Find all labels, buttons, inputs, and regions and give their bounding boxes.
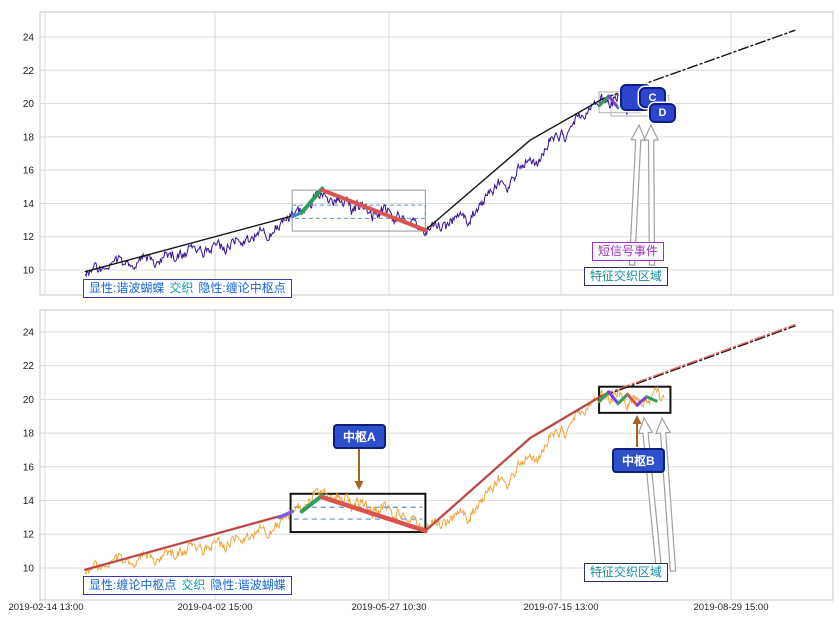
svg-text:22: 22 <box>23 66 35 77</box>
svg-text:18: 18 <box>23 132 35 143</box>
legend-interweave-label: 交织 <box>181 578 206 592</box>
bottom-panel-legend: 显性:缠论中枢点 交织 隐性:谐波蝴蝶 <box>83 576 292 595</box>
svg-text:10: 10 <box>23 266 35 277</box>
x-axis-tick-label: 2019-04-02 15:00 <box>177 602 253 613</box>
svg-text:20: 20 <box>23 395 35 406</box>
signal-button-d[interactable]: D <box>649 103 676 123</box>
pivot-b-button[interactable]: 中枢B <box>612 448 665 473</box>
short-signal-event-label: 短信号事件 <box>592 242 665 261</box>
svg-text:16: 16 <box>23 166 35 177</box>
top-panel-legend: 显性:谐波蝴蝶 交织 隐性:缠论中枢点 <box>83 279 292 298</box>
svg-text:12: 12 <box>23 530 35 541</box>
svg-text:18: 18 <box>23 429 35 440</box>
legend-implicit-label: 隐性:缠论中枢点 <box>198 281 286 295</box>
svg-text:14: 14 <box>23 496 35 507</box>
svg-text:16: 16 <box>23 462 35 473</box>
svg-text:10: 10 <box>23 563 35 574</box>
x-axis-tick-label: 2019-08-29 15:00 <box>693 602 769 613</box>
legend-implicit-label: 隐性:谐波蝴蝶 <box>210 578 286 592</box>
feature-zone-label-bottom: 特征交织区域 <box>584 563 669 582</box>
svg-text:22: 22 <box>23 361 35 372</box>
svg-text:12: 12 <box>23 232 35 243</box>
legend-explicit-label: 显性:谐波蝴蝶 <box>89 281 165 295</box>
legend-explicit-label: 显性:缠论中枢点 <box>89 578 177 592</box>
x-axis-tick-label: 2019-05-27 10:30 <box>351 602 427 613</box>
x-axis-tick-label: 2019-02-14 13:00 <box>8 602 84 613</box>
svg-text:24: 24 <box>23 327 35 338</box>
feature-zone-label-top: 特征交织区域 <box>584 267 669 286</box>
legend-interweave-label: 交织 <box>169 281 194 295</box>
svg-text:14: 14 <box>23 199 35 210</box>
svg-text:20: 20 <box>23 99 35 110</box>
pivot-a-button[interactable]: 中枢A <box>333 424 386 449</box>
svg-text:24: 24 <box>23 32 35 43</box>
x-axis-tick-label: 2019-07-15 13:00 <box>523 602 599 613</box>
